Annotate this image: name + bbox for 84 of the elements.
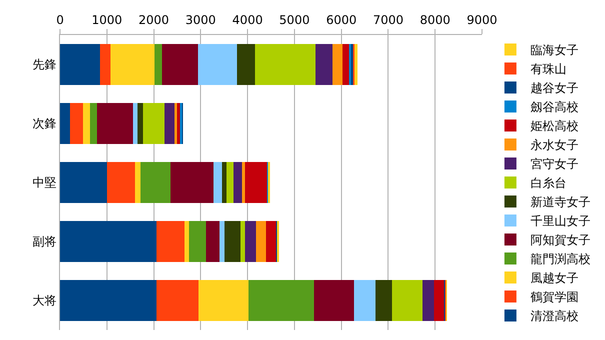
- bar: [314, 280, 354, 322]
- bar: [354, 44, 358, 86]
- x-tick-label: 4000: [232, 13, 263, 28]
- legend-label: 新道寺女子: [530, 195, 590, 210]
- bar: [133, 102, 138, 144]
- bar: [354, 280, 376, 322]
- bar: [219, 220, 225, 262]
- bar: [60, 280, 157, 322]
- bar: [97, 102, 134, 144]
- legend-label: 龍門渕高校: [530, 252, 590, 266]
- bar: [137, 102, 143, 144]
- x-tick-label: 1000: [92, 13, 122, 28]
- bar: [110, 44, 154, 86]
- bar: [60, 102, 70, 144]
- bar: [154, 44, 162, 86]
- bar: [162, 44, 198, 86]
- x-tick-label: 0: [56, 13, 64, 28]
- bar: [135, 162, 141, 204]
- bar: [174, 102, 177, 144]
- bar: [140, 162, 171, 204]
- legend-label: 千里山女子: [530, 214, 590, 228]
- bar: [82, 102, 90, 144]
- bar: [60, 162, 107, 204]
- y-tick-label: 中堅: [32, 176, 57, 190]
- bar: [90, 102, 98, 144]
- bar: [237, 44, 256, 86]
- bar: [255, 44, 316, 86]
- legend-label: 清澄高校: [530, 309, 578, 324]
- bar: [213, 162, 222, 204]
- bar: [224, 220, 241, 262]
- bar: [156, 280, 198, 322]
- legend-label: 阿知賀女子: [530, 233, 590, 248]
- bar: [245, 220, 256, 262]
- bar: [242, 162, 246, 204]
- bar: [222, 162, 226, 204]
- bar: [316, 44, 332, 86]
- bar: [376, 280, 392, 322]
- bar: [170, 162, 214, 204]
- legend-label: 風越女子: [530, 271, 578, 286]
- bar: [422, 280, 434, 322]
- y-tick-label: 大将: [32, 294, 57, 308]
- x-tick-label: 3000: [185, 13, 216, 28]
- bar: [106, 162, 136, 204]
- bar: [332, 44, 343, 86]
- x-tick-label: 9000: [466, 13, 498, 28]
- bar: [142, 102, 165, 144]
- bar: [60, 220, 157, 262]
- bar: [266, 220, 276, 262]
- legend-label: 宮守女子: [530, 157, 578, 172]
- y-tick-label: 次鋒: [32, 116, 57, 131]
- bar: [198, 280, 248, 322]
- x-tick-label: 6000: [326, 13, 357, 28]
- x-tick-label: 8000: [420, 13, 450, 28]
- legend-label: 永水女子: [530, 138, 578, 152]
- bar: [248, 280, 314, 322]
- legend-label: 白糸台: [530, 176, 566, 190]
- bar: [198, 44, 238, 86]
- x-tick-label: 2000: [138, 13, 170, 28]
- bar: [256, 220, 266, 262]
- bar: [342, 44, 349, 86]
- x-tick-label: 5000: [279, 13, 310, 28]
- bar: [206, 220, 220, 262]
- bar: [233, 162, 242, 204]
- bar: [245, 162, 268, 204]
- legend-label: 有珠山: [530, 62, 566, 76]
- bar: [226, 162, 234, 204]
- bar: [164, 102, 174, 144]
- legend-label: 越谷女子: [530, 81, 578, 96]
- bar: [434, 280, 444, 322]
- legend-label: 鶴賀学園: [530, 290, 578, 304]
- legend-label: 臨海女子: [530, 43, 578, 58]
- y-tick-label: 副将: [32, 234, 57, 249]
- bar: [60, 44, 100, 86]
- bar: [188, 220, 206, 262]
- bar: [240, 220, 246, 262]
- legend-label: 劔谷高校: [530, 100, 578, 114]
- legend-label: 姫松高校: [530, 119, 578, 134]
- bar: [100, 44, 111, 86]
- bar: [156, 220, 184, 262]
- x-tick-label: 7000: [372, 13, 404, 28]
- y-tick-label: 先鋒: [32, 58, 57, 72]
- bar: [184, 220, 189, 262]
- bar: [70, 102, 83, 144]
- bar: [392, 280, 422, 322]
